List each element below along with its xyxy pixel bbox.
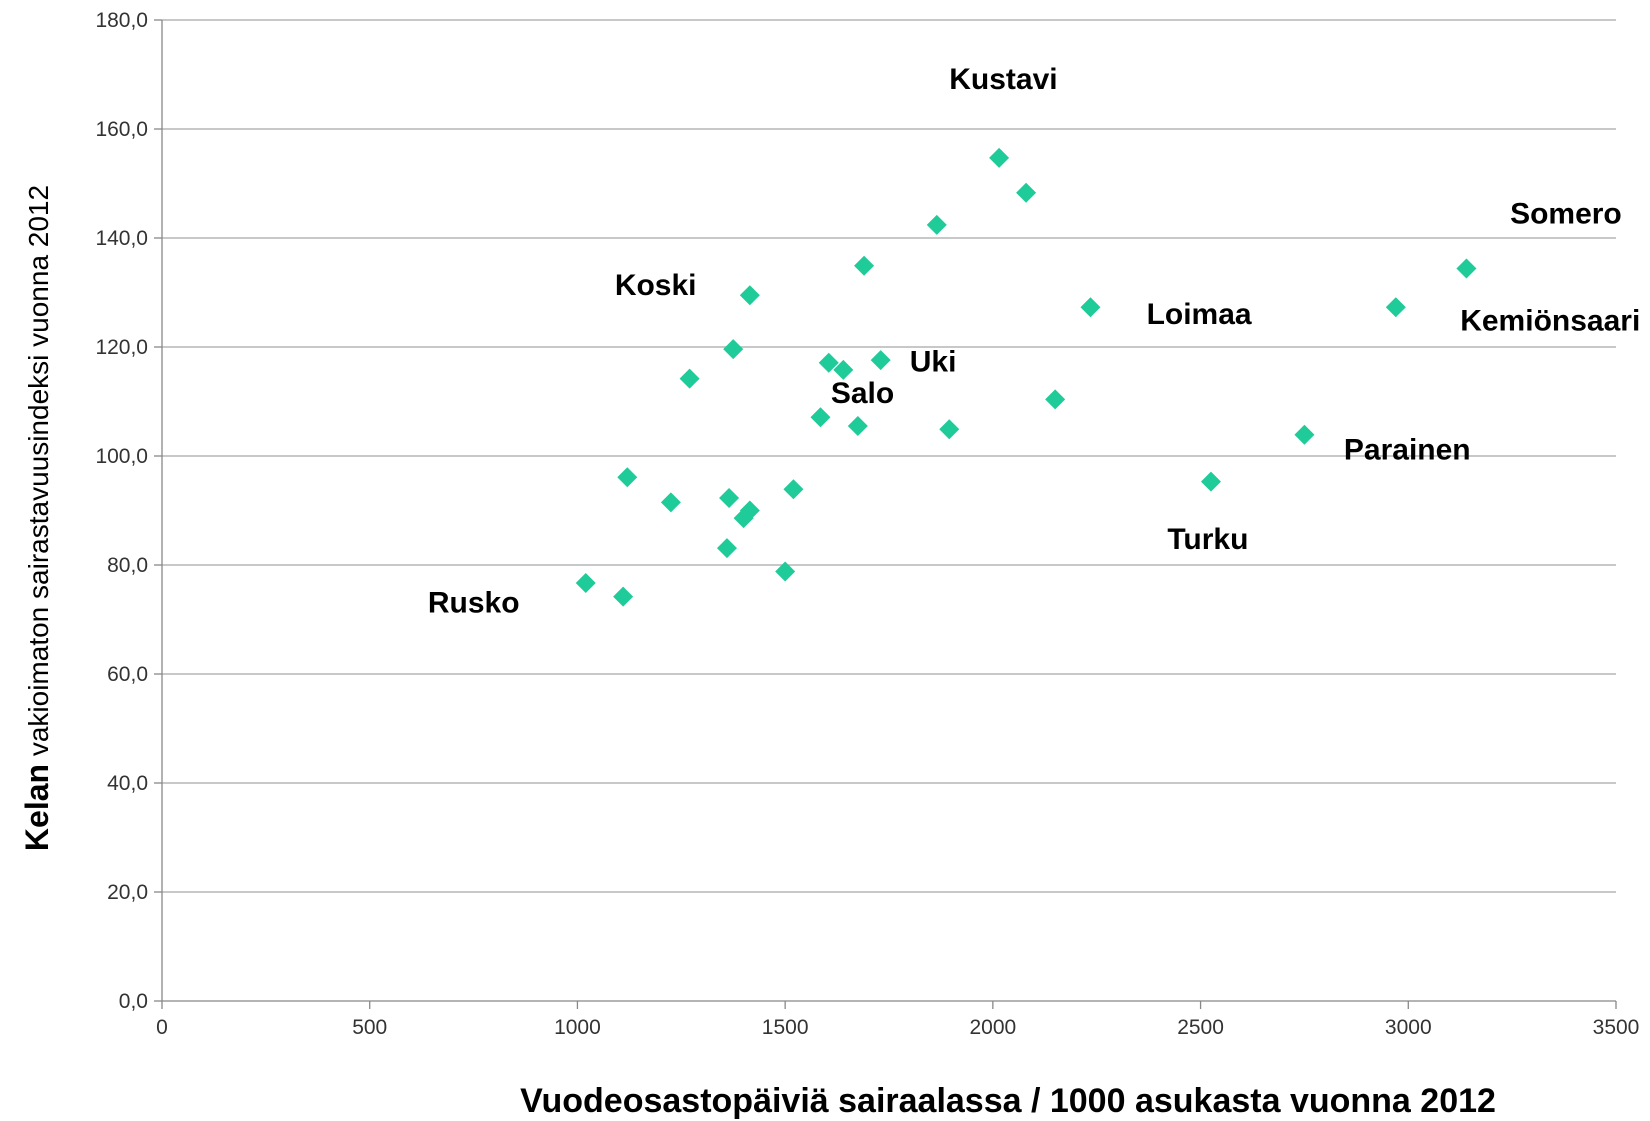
x-tick-label: 2500 xyxy=(1177,1016,1224,1039)
data-point xyxy=(733,508,754,529)
data-point xyxy=(810,407,831,428)
data-point xyxy=(847,416,868,437)
annotation-label: Kustavi xyxy=(949,63,1057,96)
y-tick-label: 60,0 xyxy=(107,663,148,686)
data-point xyxy=(939,419,960,440)
y-tick-labels: 0,0 20,0 40,0 60,0 80,0 100,0 120,0 140,0 160,0 1… xyxy=(95,9,148,1013)
data-point xyxy=(716,538,737,559)
data-point xyxy=(617,467,638,488)
annotation-label: Salo xyxy=(831,377,894,410)
y-tick-label: 40,0 xyxy=(107,772,148,795)
x-axis-label: Vuodeosastopäiviä sairaalassa / 1000 asu… xyxy=(520,1082,1496,1120)
annotation-label: Turku xyxy=(1167,523,1248,556)
annotation-label: Parainen xyxy=(1344,433,1471,466)
annotation-label: Loimaa xyxy=(1147,298,1252,331)
x-tick-label: 1000 xyxy=(554,1016,601,1039)
x-tick-labels: 0 500 1000 1500 2000 2500 3000 3500 xyxy=(156,1016,1639,1039)
data-point xyxy=(926,214,947,235)
x-tick-label: 0 xyxy=(156,1016,168,1039)
annotation-label: Rusko xyxy=(428,586,520,619)
data-point xyxy=(870,350,891,371)
y-tick-label: 20,0 xyxy=(107,881,148,904)
data-point xyxy=(1456,258,1477,279)
data-point xyxy=(679,368,700,389)
data-point xyxy=(1080,297,1101,318)
data-point xyxy=(818,352,839,373)
x-tick-label: 2000 xyxy=(969,1016,1016,1039)
y-tick-label: 0,0 xyxy=(119,990,148,1013)
annotation-label: Somero xyxy=(1510,197,1622,230)
data-point xyxy=(854,255,875,276)
data-point xyxy=(989,147,1010,168)
data-point xyxy=(719,487,740,508)
data-point xyxy=(1200,471,1221,492)
data-point xyxy=(723,339,744,360)
data-points xyxy=(575,147,1477,607)
y-axis-label-rest: vakioimaton sairastavuusindeksi vuonna 2… xyxy=(23,185,54,764)
data-point xyxy=(1016,182,1037,203)
annotation-label: Uki xyxy=(910,346,957,379)
y-tick-label: 80,0 xyxy=(107,554,148,577)
data-point xyxy=(1045,389,1066,410)
y-tick-label: 140,0 xyxy=(95,227,148,250)
y-tick-label: 120,0 xyxy=(95,336,148,359)
x-tick-label: 1500 xyxy=(762,1016,809,1039)
data-point xyxy=(783,479,804,500)
data-point xyxy=(775,561,796,582)
data-point xyxy=(660,492,681,513)
x-tick-label: 3500 xyxy=(1593,1016,1640,1039)
annotation-label: Kemiönsaari xyxy=(1460,305,1640,338)
data-point xyxy=(833,359,854,380)
y-axis-label: Kelan vakioimaton sairastavuusindeksi vu… xyxy=(19,185,55,851)
axes xyxy=(154,19,1617,1009)
y-tick-label: 160,0 xyxy=(95,118,148,141)
data-point xyxy=(1385,297,1406,318)
gridlines xyxy=(162,19,1616,893)
annotation-label: Koski xyxy=(615,269,697,302)
x-tick-label: 500 xyxy=(352,1016,387,1039)
data-point xyxy=(613,586,634,607)
y-tick-label: 180,0 xyxy=(95,9,148,32)
point-annotations: Kustavi Somero Koski Loimaa Kemiönsaari Uki Sa… xyxy=(428,63,1640,619)
data-point xyxy=(739,285,760,306)
y-tick-label: 100,0 xyxy=(95,445,148,468)
data-point xyxy=(1294,424,1315,445)
data-point xyxy=(575,572,596,593)
x-tick-label: 3000 xyxy=(1385,1016,1432,1039)
y-axis-label-bold: Kelan xyxy=(19,764,55,851)
